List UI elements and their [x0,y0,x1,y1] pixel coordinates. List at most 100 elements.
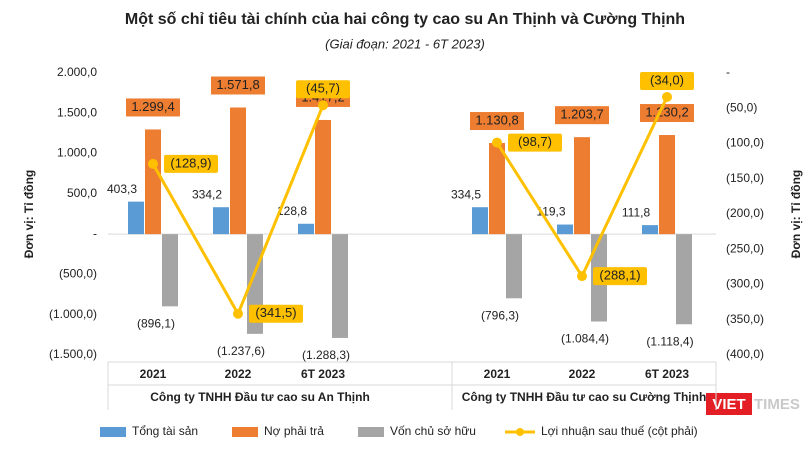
bar [162,234,178,307]
bar [676,234,692,325]
legend-label: Vốn chủ sở hữu [390,424,476,438]
data-label-group: 1.130,8 [470,112,524,131]
bar [145,129,161,235]
data-label: 111,8 [622,205,651,219]
y2-tick-label: (350,0) [726,312,764,326]
data-label-group: (34,0) [640,71,694,90]
data-label: (341,5) [255,305,296,320]
data-label-group: 1.299,4 [126,98,180,117]
data-label-box [640,71,694,90]
y-tick-label: 2.000,0 [57,65,97,79]
data-label: (34,0) [650,72,684,87]
legend-swatch [358,427,384,437]
watermark: VIET TIMES [706,393,800,415]
data-label: 1.299,4 [131,99,174,114]
bar [230,107,246,235]
data-label-box [470,112,524,131]
x-tick-label: 2021 [140,367,167,381]
y2-tick-label: (200,0) [726,206,764,220]
x-tick-label: 2021 [484,367,511,381]
data-label-group: (98,7) [508,133,562,152]
y-tick-label: (1.000,0) [49,307,97,321]
y2-tick-label: (300,0) [726,277,764,291]
data-label-box [211,76,265,95]
y-tick-label: 1.500,0 [57,105,97,119]
x-tick-label: 6T 2023 [645,367,689,381]
watermark-text: TIMES [754,396,800,413]
bar [642,225,658,235]
data-label-group: (341,5) [249,304,303,323]
data-label: 1.203,7 [560,107,603,122]
x-tick-label: 6T 2023 [301,367,345,381]
legend-label: Nợ phải trả [264,424,324,438]
data-label-group: 1.203,7 [555,106,609,125]
legend-label: Lợi nhuận sau thuế (cột phải) [541,424,698,438]
bar [298,223,314,235]
data-label: (1.118,4) [646,334,693,348]
data-label-group: 1.571,8 [211,76,265,95]
bar [557,224,573,235]
line-point [148,158,158,169]
y2-axis-title: Đơn vị: Tỉ đồng [789,170,803,259]
group-label: Công ty TNHH Đầu tư cao su Cường Thịnh [462,390,707,404]
data-label: 403,3 [107,182,137,196]
data-label: (1.237,6) [217,344,265,358]
y2-tick-label: (400,0) [726,347,764,361]
y-tick-label: 1.000,0 [57,146,97,160]
bar [506,234,522,299]
legend-swatch [100,427,126,437]
y2-tick-label: (150,0) [726,171,764,185]
legend-label: Tổng tài sản [132,424,198,438]
data-label-box [555,106,609,125]
line-point [318,100,328,111]
bar [489,143,505,235]
bar [315,119,331,235]
data-label: 1.571,8 [216,77,259,92]
data-label-group: (288,1) [593,267,647,286]
line-point [492,137,502,148]
data-label: (288,1) [599,268,640,283]
watermark-box [706,393,752,415]
watermark-text: VIET [712,396,745,413]
y-tick-label: (500,0) [59,267,97,281]
data-label-box [508,133,562,152]
y-axis-title: Đơn vị: Tỉ đồng [22,170,36,259]
y2-tick-label: (100,0) [726,136,764,150]
bar [128,201,144,235]
data-label-group: (45,7) [296,80,350,99]
data-label: 128,8 [277,204,307,218]
data-label: (796,3) [481,308,519,322]
line-point [662,91,672,102]
y2-tick-label: (250,0) [726,241,764,255]
data-label-box [249,304,303,323]
bar [472,207,488,235]
legend-marker [516,428,524,436]
chart-title: Một số chỉ tiêu tài chính của hai công t… [125,11,685,28]
data-label-box [593,267,647,286]
y-tick-label: - [93,226,97,240]
data-label: 1.130,8 [475,112,518,127]
data-label: 1.230,2 [645,104,688,119]
data-label: 334,5 [451,187,481,201]
bar [574,137,590,235]
data-label: (98,7) [518,134,552,149]
data-label-group: (128,9) [164,154,218,173]
chart-subtitle: (Giai đoạn: 2021 - 6T 2023) [325,36,485,51]
data-label-box [296,80,350,99]
data-label: (1.084,4) [561,332,609,346]
y2-tick-label: - [726,65,730,79]
y2-tick-label: (50,0) [726,100,757,114]
data-label: (1.288,3) [302,348,350,362]
y-tick-label: 500,0 [67,186,97,200]
line-point [233,308,243,319]
data-label: (896,1) [137,317,175,331]
line-point [577,271,587,282]
group-label: Công ty TNHH Đầu tư cao su An Thịnh [150,390,370,404]
bar [659,135,675,235]
data-label-box [640,104,694,123]
data-label: (45,7) [306,81,340,96]
bar [332,234,348,338]
data-label: (128,9) [170,155,211,170]
